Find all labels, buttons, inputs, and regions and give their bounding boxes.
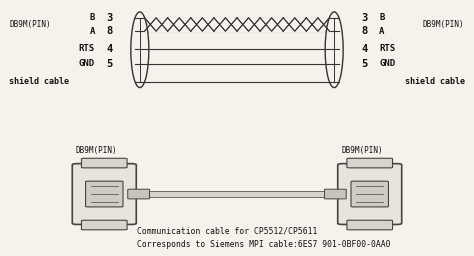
Text: Corresponds to Siemens MPI cable:6ES7 901-0BF00-0AA0: Corresponds to Siemens MPI cable:6ES7 90…	[137, 240, 391, 249]
Text: RTS: RTS	[379, 45, 395, 54]
Bar	[135, 191, 339, 197]
Text: A: A	[379, 27, 384, 36]
FancyBboxPatch shape	[351, 181, 388, 207]
FancyBboxPatch shape	[324, 189, 346, 199]
FancyBboxPatch shape	[85, 181, 123, 207]
Text: DB9M(PIN): DB9M(PIN)	[341, 146, 383, 155]
Text: RTS: RTS	[79, 45, 95, 54]
Text: A: A	[90, 27, 95, 36]
Text: 5: 5	[107, 59, 113, 69]
Text: 3: 3	[361, 13, 367, 23]
Text: Communication cable for CP5512/CP5611: Communication cable for CP5512/CP5611	[137, 227, 318, 236]
FancyBboxPatch shape	[82, 158, 127, 168]
Text: 8: 8	[361, 26, 367, 36]
Text: shield cable: shield cable	[404, 77, 465, 86]
Text: DB9M(PIN): DB9M(PIN)	[76, 146, 118, 155]
Text: GND: GND	[379, 59, 395, 68]
Text: 8: 8	[107, 26, 113, 36]
FancyBboxPatch shape	[82, 220, 127, 230]
FancyBboxPatch shape	[347, 158, 392, 168]
Text: 5: 5	[361, 59, 367, 69]
Text: GND: GND	[79, 59, 95, 68]
FancyBboxPatch shape	[72, 164, 136, 225]
FancyBboxPatch shape	[128, 189, 149, 199]
Text: DB9M(PIN): DB9M(PIN)	[9, 20, 51, 29]
Text: B: B	[90, 13, 95, 22]
FancyBboxPatch shape	[337, 164, 402, 225]
FancyBboxPatch shape	[347, 220, 392, 230]
Text: 4: 4	[361, 44, 367, 54]
Text: shield cable: shield cable	[9, 77, 70, 86]
Text: DB9M(PIN): DB9M(PIN)	[423, 20, 465, 29]
Text: B: B	[379, 13, 384, 22]
Text: 3: 3	[107, 13, 113, 23]
Text: 4: 4	[107, 44, 113, 54]
